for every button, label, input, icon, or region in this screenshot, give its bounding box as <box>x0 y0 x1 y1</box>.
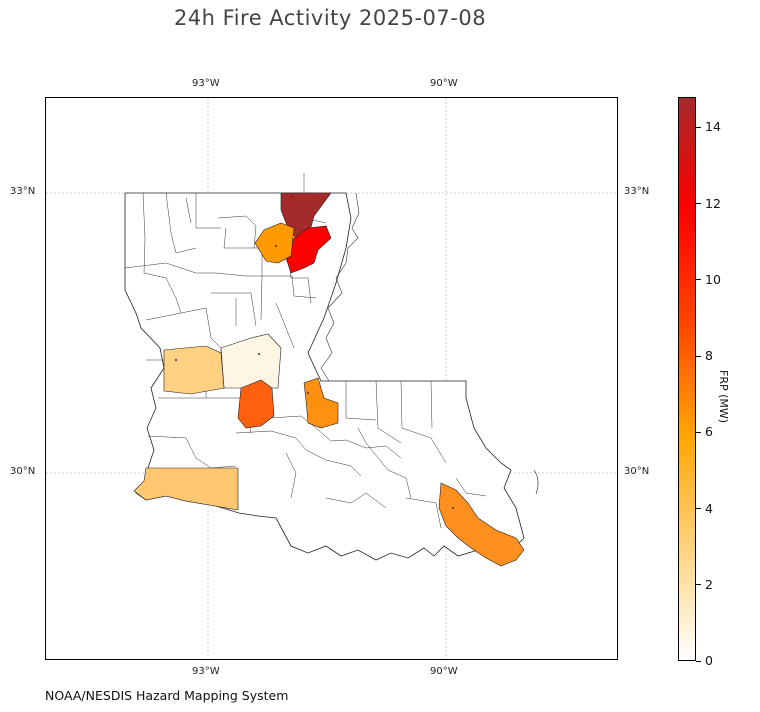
colorbar-tick-label: 14 <box>705 119 721 135</box>
louisiana-map <box>46 98 617 659</box>
fire-parish-9 <box>438 482 525 567</box>
fire-parishes <box>133 192 525 567</box>
colorbar-tick-label: 8 <box>705 348 713 364</box>
colorbar-tick-label: 4 <box>705 500 713 516</box>
fire-parish-3 <box>254 222 295 264</box>
coastal-island <box>533 469 539 495</box>
fire-parish-6 <box>237 379 275 429</box>
fire-point <box>275 245 277 247</box>
lon-label-bottom-93w: 93°W <box>192 666 220 677</box>
colorbar-tick <box>696 660 701 662</box>
fire-point <box>175 359 177 361</box>
map-area[interactable] <box>45 97 618 660</box>
fire-parish-8 <box>133 467 239 511</box>
lon-label-top-93w: 93°W <box>192 78 220 89</box>
lon-label-bottom-90w: 90°W <box>430 666 458 677</box>
colorbar <box>678 97 696 661</box>
colorbar-tick-label: 12 <box>705 195 721 211</box>
colorbar-tick-label: 0 <box>705 653 713 668</box>
lat-label-right-30n: 30°N <box>624 466 650 477</box>
colorbar-tick <box>696 431 701 433</box>
data-source-credit: NOAA/NESDIS Hazard Mapping System <box>45 688 289 703</box>
lat-label-left-33n: 33°N <box>10 186 36 197</box>
colorbar-tick <box>696 126 701 128</box>
fire-points <box>175 196 454 509</box>
fire-parish-5 <box>163 345 225 395</box>
fire-parish-7 <box>303 377 339 429</box>
lat-label-right-33n: 33°N <box>624 186 650 197</box>
mississippi-river <box>320 192 360 382</box>
colorbar-tick-label: 2 <box>705 576 713 592</box>
colorbar-tick <box>696 584 701 586</box>
colorbar-tick <box>696 203 701 205</box>
fire-point <box>291 196 293 198</box>
colorbar-tick <box>696 508 701 510</box>
colorbar-tick <box>696 355 701 357</box>
map-title: 24h Fire Activity 2025-07-08 <box>173 6 487 30</box>
fire-point <box>307 392 309 394</box>
fire-point <box>258 353 260 355</box>
lat-label-left-30n: 30°N <box>10 466 36 477</box>
graticule <box>46 98 617 659</box>
colorbar-tick-label: 10 <box>705 271 721 287</box>
colorbar-tick <box>696 279 701 281</box>
lon-label-top-90w: 90°W <box>430 78 458 89</box>
colorbar-tick-label: 6 <box>705 424 713 440</box>
fire-point <box>452 507 454 509</box>
colorbar-label: FRP (MW) <box>717 370 730 424</box>
